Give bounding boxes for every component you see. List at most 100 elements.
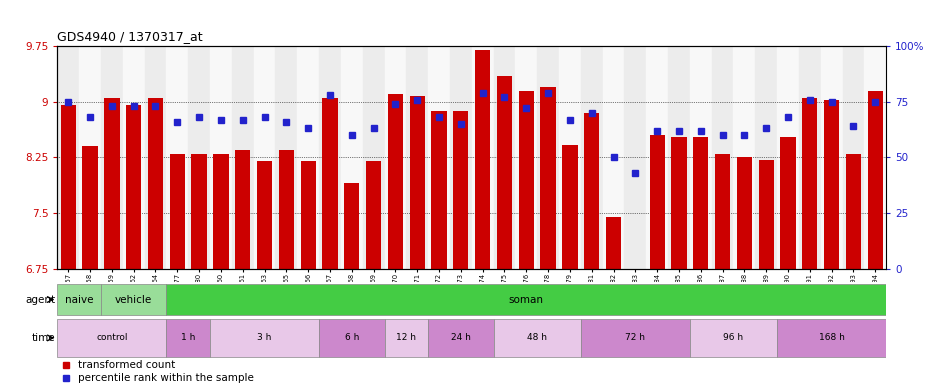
Bar (690, 46, 711, 269)
Bar (166, 319, 210, 357)
Text: 72 h: 72 h (625, 333, 646, 343)
Bar (843, 46, 864, 269)
Text: vehicle: vehicle (115, 295, 153, 305)
Bar (868, 91, 882, 269)
Text: GDS4940 / 1370317_at: GDS4940 / 1370317_at (57, 30, 203, 43)
Bar (101, 284, 166, 315)
Bar (519, 91, 534, 269)
Bar (781, 137, 796, 269)
Text: 24 h: 24 h (450, 333, 471, 343)
Bar (385, 46, 406, 269)
Bar (581, 46, 602, 269)
Bar (344, 184, 360, 269)
Text: agent: agent (25, 295, 56, 305)
Bar (57, 46, 80, 269)
Bar (319, 319, 385, 357)
Bar (668, 46, 690, 269)
Bar (672, 137, 686, 269)
Bar (802, 98, 818, 269)
Text: 6 h: 6 h (345, 333, 359, 343)
Bar (431, 111, 447, 269)
Bar (210, 319, 319, 357)
Bar (824, 100, 839, 269)
Bar (366, 161, 381, 269)
Text: percentile rank within the sample: percentile rank within the sample (78, 373, 254, 383)
Bar (385, 319, 428, 357)
Bar (57, 284, 101, 315)
Bar (711, 46, 734, 269)
Bar (693, 137, 709, 269)
Bar (319, 46, 341, 269)
Bar (690, 319, 777, 357)
Text: soman: soman (509, 295, 544, 305)
Bar (148, 98, 163, 269)
Bar (494, 46, 515, 269)
Bar (257, 161, 272, 269)
Text: 3 h: 3 h (257, 333, 272, 343)
Bar (736, 157, 752, 269)
Bar (428, 46, 450, 269)
Bar (169, 154, 185, 269)
Bar (472, 46, 494, 269)
Bar (845, 154, 861, 269)
Bar (715, 154, 730, 269)
Bar (864, 46, 886, 269)
Bar (363, 46, 385, 269)
Bar (820, 46, 843, 269)
Bar (799, 46, 820, 269)
Bar (475, 50, 490, 269)
Bar (388, 94, 403, 269)
Text: 12 h: 12 h (396, 333, 416, 343)
Bar (515, 46, 537, 269)
Bar (406, 46, 428, 269)
Bar (210, 46, 232, 269)
Bar (647, 46, 668, 269)
Bar (341, 46, 363, 269)
Bar (144, 46, 166, 269)
Bar (606, 217, 622, 269)
Text: 96 h: 96 h (723, 333, 744, 343)
Bar (82, 146, 98, 269)
Bar (191, 154, 207, 269)
Bar (276, 46, 297, 269)
Bar (166, 46, 188, 269)
Bar (453, 111, 468, 269)
Bar (562, 145, 577, 269)
Text: 168 h: 168 h (819, 333, 845, 343)
Bar (758, 160, 774, 269)
Bar (428, 319, 494, 357)
Bar (584, 113, 599, 269)
Bar (214, 154, 228, 269)
Bar (188, 46, 210, 269)
Bar (123, 46, 144, 269)
Bar (253, 46, 276, 269)
Bar (540, 87, 556, 269)
Bar (497, 76, 512, 269)
Bar (734, 46, 756, 269)
Bar (559, 46, 581, 269)
Bar (537, 46, 559, 269)
Text: control: control (96, 333, 128, 343)
Bar (126, 106, 142, 269)
Bar (232, 46, 253, 269)
Bar (105, 98, 119, 269)
Bar (278, 150, 294, 269)
Bar (297, 46, 319, 269)
Bar (624, 46, 647, 269)
Bar (301, 161, 315, 269)
Bar (628, 269, 643, 276)
Bar (494, 319, 581, 357)
Text: 48 h: 48 h (527, 333, 548, 343)
Bar (581, 319, 690, 357)
Bar (450, 46, 472, 269)
Bar (166, 284, 886, 315)
Bar (61, 106, 76, 269)
Bar (602, 46, 624, 269)
Text: naive: naive (65, 295, 93, 305)
Bar (649, 135, 665, 269)
Bar (777, 319, 886, 357)
Text: transformed count: transformed count (78, 360, 176, 370)
Text: 1 h: 1 h (181, 333, 195, 343)
Bar (777, 46, 799, 269)
Text: time: time (31, 333, 56, 343)
